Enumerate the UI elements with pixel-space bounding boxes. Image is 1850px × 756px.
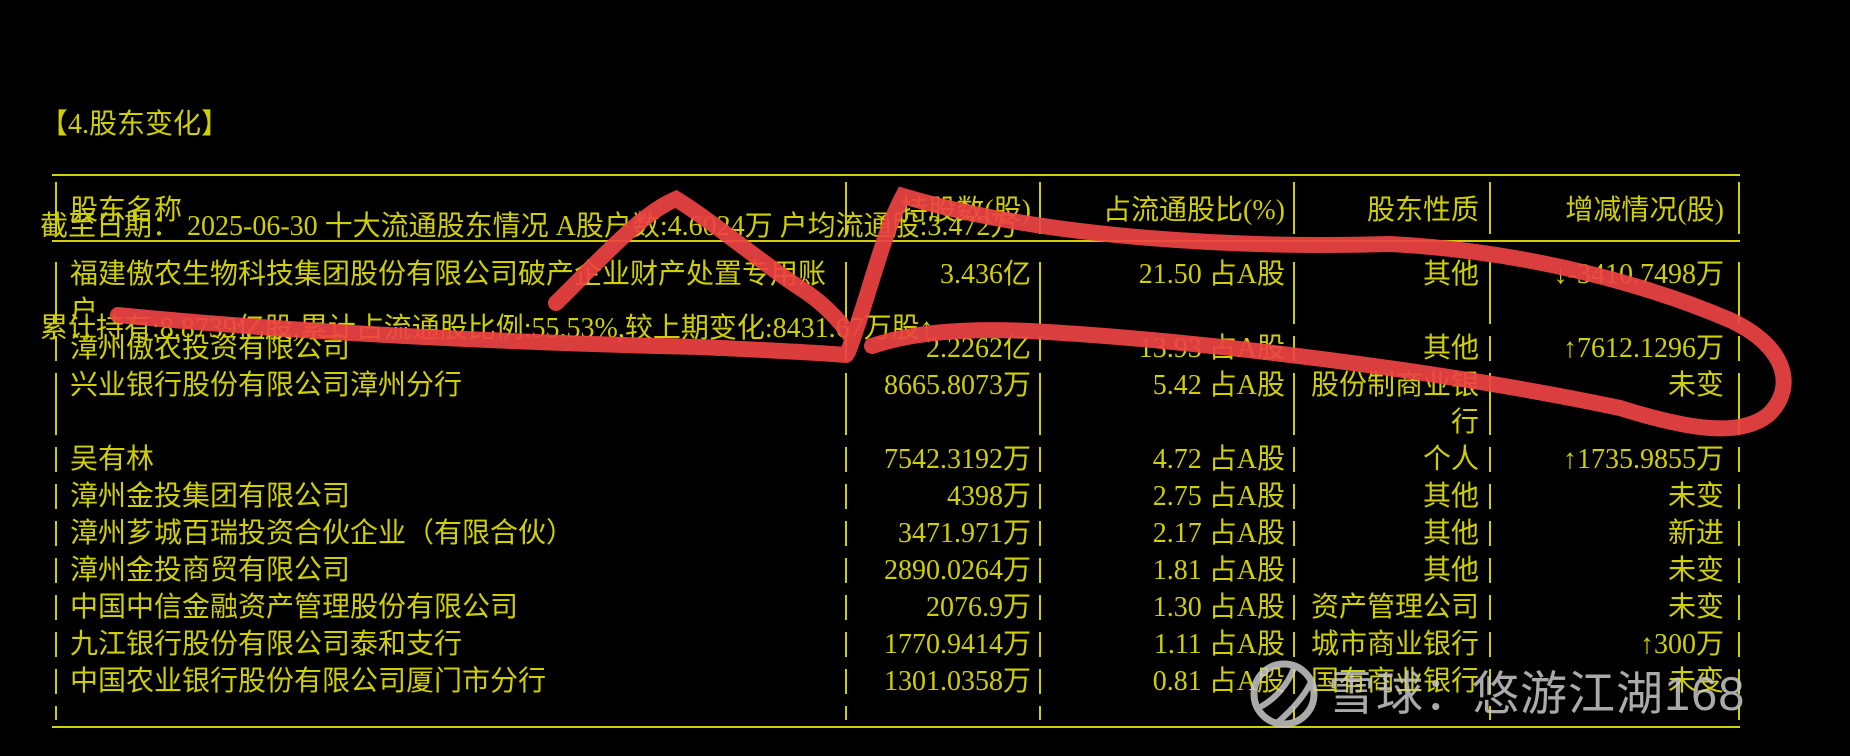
cell-shareholder-name: 中国农业银行股份有限公司厦门市分行	[70, 666, 547, 697]
cell-nature: 其他	[1422, 481, 1479, 512]
table-row: 中国农业银行股份有限公司厦门市分行 1301.0358万 0.81 占A股 国有…	[52, 663, 1740, 700]
cell-change: 未变	[1667, 555, 1724, 586]
cell-shareholder-name: 漳州金投商贸有限公司	[70, 555, 351, 586]
watermark-text: 雪球：悠游江湖168	[1328, 667, 1746, 720]
table-row: 漳州金投集团有限公司 4398万 2.75 占A股 其他 未变	[52, 478, 1740, 515]
cell-nature: 其他	[1422, 555, 1479, 586]
col-header-change: 增减情况(股)	[1565, 195, 1724, 226]
table-header-row: 股东名称 持股数(股) 占流通股比(%) 股东性质 增减情况(股)	[52, 176, 1740, 242]
col-header-shares: 持股数(股)	[900, 195, 1031, 226]
table-row: 中国中信金融资产管理股份有限公司 2076.9万 1.30 占A股 资产管理公司…	[52, 589, 1740, 626]
cell-ratio: 21.50 占A股	[1138, 259, 1285, 290]
cell-shares: 1770.9414万	[883, 629, 1031, 660]
cell-shareholder-name: 九江银行股份有限公司泰和支行	[70, 629, 463, 660]
cell-change: ↑7612.1296万	[1562, 333, 1724, 364]
cell-nature: 国有商业银行	[1310, 666, 1479, 697]
cell-shares: 3.436亿	[939, 259, 1031, 290]
table-row: 吴有林 7542.3192万 4.72 占A股 个人 ↑1735.9855万	[52, 441, 1740, 478]
cell-change: ↑300万	[1639, 629, 1724, 660]
cell-ratio: 1.81 占A股	[1152, 555, 1285, 586]
cell-shareholder-name: 兴业银行股份有限公司漳州分行	[70, 370, 463, 401]
cell-shares: 2076.9万	[925, 592, 1031, 623]
cell-shares: 3471.971万	[897, 518, 1031, 549]
cell-shares: 7542.3192万	[883, 444, 1031, 475]
cell-change: 新进	[1667, 518, 1724, 549]
cell-change: ↓-3410.7498万	[1553, 259, 1724, 290]
cell-shareholder-name: 漳州金投集团有限公司	[70, 481, 351, 512]
cell-shares: 2890.0264万	[883, 555, 1031, 586]
table-row: 兴业银行股份有限公司漳州分行 8665.8073万 5.42 占A股 股份制商业…	[52, 367, 1740, 441]
xueqiu-snowball-icon	[1250, 660, 1318, 728]
cell-ratio: 0.81 占A股	[1152, 666, 1285, 697]
cell-shareholder-name: 福建傲农生物科技集团股份有限公司破产企业财产处置专用账户	[70, 259, 827, 327]
cell-ratio: 1.30 占A股	[1152, 592, 1285, 623]
table-footer-spacer	[52, 700, 1740, 726]
cell-shares: 8665.8073万	[883, 370, 1031, 401]
cell-nature: 个人	[1422, 444, 1479, 475]
cell-nature: 其他	[1422, 259, 1479, 290]
cell-change: ↑1735.9855万	[1562, 444, 1724, 475]
section-title: 【4.股东变化】	[40, 109, 230, 140]
watermark: 雪球：悠游江湖168	[1248, 655, 1745, 733]
cell-shareholder-name: 漳州傲农投资有限公司	[70, 333, 351, 364]
table-row: 漳州芗城百瑞投资合伙企业（有限合伙） 3471.971万 2.17 占A股 其他…	[52, 515, 1740, 552]
table-row: 漳州金投商贸有限公司 2890.0264万 1.81 占A股 其他 未变	[52, 552, 1740, 589]
cell-change: 未变	[1667, 592, 1724, 623]
cell-change: 未变	[1667, 666, 1724, 697]
cell-shareholder-name: 漳州芗城百瑞投资合伙企业（有限合伙）	[70, 518, 575, 549]
table-body: 福建傲农生物科技集团股份有限公司破产企业财产处置专用账户 3.436亿 21.5…	[52, 242, 1740, 726]
cell-shares: 4398万	[946, 481, 1031, 512]
table-row: 漳州傲农投资有限公司 2.2262亿 13.93 占A股 其他 ↑7612.12…	[52, 330, 1740, 367]
cell-change: 未变	[1667, 481, 1724, 512]
cell-nature: 资产管理公司	[1310, 592, 1479, 623]
cell-ratio: 2.17 占A股	[1152, 518, 1285, 549]
col-header-ratio: 占流通股比(%)	[1103, 195, 1285, 226]
table-row: 福建傲农生物科技集团股份有限公司破产企业财产处置专用账户 3.436亿 21.5…	[52, 256, 1740, 330]
cell-ratio: 1.11 占A股	[1153, 629, 1285, 660]
table-row: 九江银行股份有限公司泰和支行 1770.9414万 1.11 占A股 城市商业银…	[52, 626, 1740, 663]
shareholder-table: 股东名称 持股数(股) 占流通股比(%) 股东性质 增减情况(股) 福建傲农生物…	[52, 174, 1740, 728]
cell-ratio: 2.75 占A股	[1152, 481, 1285, 512]
cell-ratio: 13.93 占A股	[1138, 333, 1285, 364]
col-header-nature: 股东性质	[1366, 195, 1479, 226]
cell-shares: 1301.0358万	[883, 666, 1031, 697]
cell-ratio: 4.72 占A股	[1152, 444, 1285, 475]
cell-nature: 其他	[1422, 333, 1479, 364]
cell-shareholder-name: 吴有林	[70, 444, 155, 475]
cell-shares: 2.2262亿	[925, 333, 1031, 364]
col-header-name: 股东名称	[70, 195, 183, 226]
cell-nature: 股份制商业银行	[1310, 370, 1479, 438]
cell-nature: 其他	[1422, 518, 1479, 549]
cell-change: 未变	[1667, 370, 1724, 401]
cell-nature: 城市商业银行	[1310, 629, 1479, 660]
cell-shareholder-name: 中国中信金融资产管理股份有限公司	[70, 592, 519, 623]
cell-ratio: 5.42 占A股	[1152, 370, 1285, 401]
